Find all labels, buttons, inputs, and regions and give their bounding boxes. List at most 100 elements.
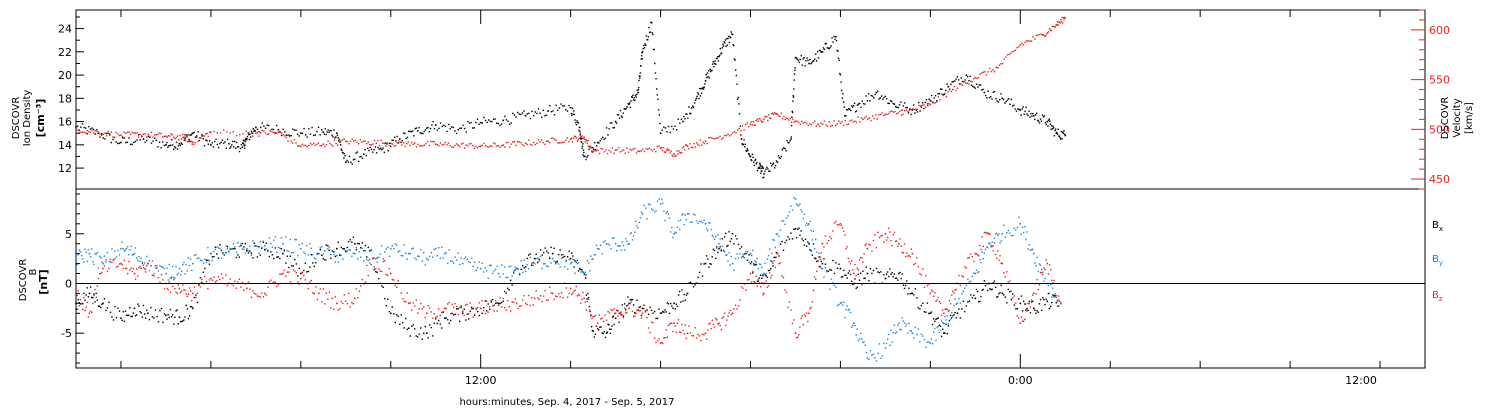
bx-point: [246, 249, 248, 252]
velocity-point: [208, 131, 211, 133]
bz-point: [667, 324, 670, 327]
by-point: [788, 211, 791, 213]
ion-density-point: [759, 164, 761, 166]
velocity-point: [534, 143, 537, 146]
bx-point: [367, 246, 369, 249]
by-point: [704, 223, 707, 225]
bx-point: [240, 245, 242, 247]
ion-density-point: [99, 136, 101, 138]
by-point: [843, 301, 845, 304]
bx-point: [893, 273, 896, 275]
by-point: [773, 239, 775, 241]
ion-density-point: [1011, 105, 1014, 107]
bz-point: [382, 260, 384, 263]
bx-point: [400, 314, 402, 316]
velocity-point: [605, 149, 607, 151]
bz-point: [156, 267, 158, 269]
bx-point: [821, 262, 824, 265]
bz-point: [936, 299, 938, 301]
velocity-point: [903, 109, 906, 112]
by-point: [980, 261, 982, 264]
bz-point: [895, 240, 898, 242]
bx-point: [612, 315, 615, 317]
bz-point: [703, 333, 705, 336]
bz-point: [439, 314, 441, 317]
bz-point: [948, 299, 951, 302]
ion-density-point: [717, 55, 719, 58]
bx-point: [454, 313, 456, 316]
by-point: [647, 203, 650, 205]
velocity-point: [256, 131, 259, 134]
by-point: [990, 246, 992, 248]
by-point: [130, 245, 132, 248]
velocity-point: [406, 143, 408, 145]
velocity-point: [763, 118, 765, 121]
bx-point: [655, 317, 657, 320]
velocity-point: [89, 131, 92, 133]
bz-point: [477, 306, 479, 309]
by-point: [710, 228, 712, 231]
bx-point: [270, 251, 272, 253]
velocity-point: [96, 130, 98, 133]
bz-point: [897, 245, 899, 248]
by-point: [262, 240, 265, 242]
velocity-point: [736, 129, 739, 131]
by-point: [961, 293, 963, 295]
velocity-point: [711, 137, 713, 139]
ion-density-point: [1035, 112, 1038, 114]
bx-point: [748, 254, 750, 256]
ion-density-point: [226, 138, 229, 140]
by-point: [907, 332, 909, 334]
bz-point: [265, 294, 268, 296]
velocity-point: [895, 112, 898, 115]
ion-density-point: [1028, 110, 1030, 112]
by-point: [988, 242, 990, 245]
ion-density-point: [729, 36, 731, 38]
bx-point: [439, 323, 441, 325]
velocity-point: [574, 136, 577, 138]
ion-density-point: [234, 147, 237, 149]
velocity-point: [589, 145, 591, 147]
bz-point: [273, 281, 275, 283]
ion-density-point: [327, 129, 329, 131]
bz-point: [782, 276, 785, 279]
velocity-point: [950, 90, 952, 93]
velocity-point: [693, 142, 695, 145]
by-point: [220, 257, 223, 260]
ion-density-point: [842, 93, 844, 95]
ion-density-point: [871, 95, 874, 97]
ion-density-point: [104, 138, 106, 140]
by-point: [553, 260, 555, 262]
bz-point: [342, 302, 344, 305]
bz-point: [457, 313, 459, 316]
bx-point: [147, 312, 149, 315]
bx-point: [130, 315, 132, 318]
bx-point: [934, 320, 936, 323]
bx-point: [117, 307, 119, 309]
bz-point: [707, 329, 709, 331]
ion-density-point: [753, 161, 755, 164]
by-point: [488, 264, 491, 266]
bx-point: [485, 310, 488, 312]
bz-point: [617, 315, 619, 317]
bx-point: [193, 296, 196, 299]
bz-point: [821, 242, 824, 245]
ion-density-point: [694, 99, 697, 102]
velocity-point: [836, 123, 838, 125]
bx-point: [358, 243, 360, 245]
velocity-point: [1059, 22, 1061, 24]
ion-density-point: [290, 134, 292, 137]
ion-density-point: [708, 70, 710, 72]
bx-point: [943, 332, 945, 334]
ion-density-point: [373, 149, 375, 151]
ion-density-point: [343, 152, 346, 155]
bx-point: [1024, 303, 1026, 305]
velocity-point: [1038, 33, 1041, 36]
ion-density-point: [716, 57, 718, 60]
bx-point: [872, 269, 875, 272]
ion-density-point: [1039, 118, 1042, 120]
bx-point: [1000, 284, 1002, 287]
bz-point: [142, 264, 145, 266]
velocity-point: [603, 151, 606, 153]
velocity-point: [1027, 40, 1030, 42]
